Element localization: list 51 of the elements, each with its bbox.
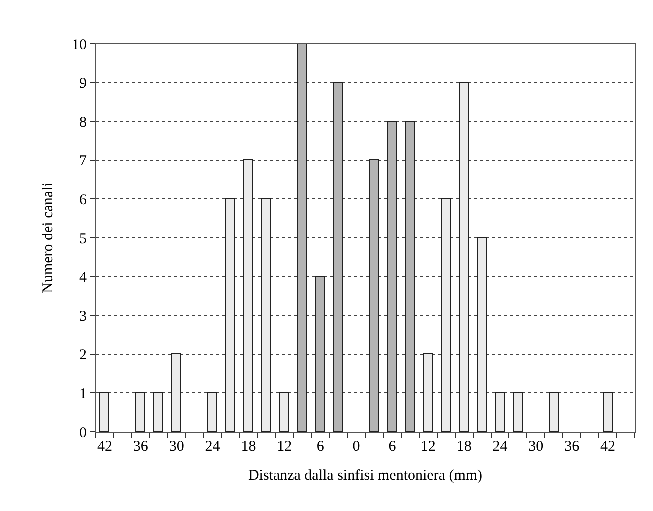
x-tick-label: 36 xyxy=(564,439,580,455)
y-tick-label: 8 xyxy=(80,114,87,131)
x-tick-label: 30 xyxy=(528,439,544,455)
x-tick-label: 24 xyxy=(205,439,221,455)
bar xyxy=(153,392,163,432)
x-tick-label: 6 xyxy=(316,439,325,455)
y-tick-label: 10 xyxy=(72,37,87,54)
x-tick-label: 12 xyxy=(420,439,436,455)
x-tick-label: 18 xyxy=(456,439,472,455)
bar xyxy=(171,353,181,432)
y-tick-label: 1 xyxy=(80,386,87,402)
x-tick-label: 36 xyxy=(133,439,149,455)
y-tick-label: 2 xyxy=(80,348,87,364)
x-tick-label: 0 xyxy=(352,439,360,455)
bar xyxy=(513,392,523,432)
bar xyxy=(549,392,559,432)
x-tick-label: 42 xyxy=(600,439,616,455)
bar xyxy=(387,121,397,432)
x-tick-label: 24 xyxy=(492,439,508,455)
bar xyxy=(405,121,415,432)
bar xyxy=(477,237,487,432)
bar xyxy=(297,44,307,432)
bar xyxy=(261,198,271,432)
bar xyxy=(207,392,217,432)
x-tick-label: 12 xyxy=(277,439,292,455)
x-tick-label: 42 xyxy=(97,439,112,455)
y-tick-label: 6 xyxy=(80,192,88,208)
bar xyxy=(243,159,253,432)
bar xyxy=(225,198,235,432)
y-tick-label: 4 xyxy=(80,270,88,286)
bar xyxy=(279,392,289,432)
bar xyxy=(495,392,505,432)
y-tick-label: 3 xyxy=(80,308,87,325)
bar xyxy=(459,82,469,432)
x-tick-label: 30 xyxy=(169,439,184,455)
x-tick-label: 6 xyxy=(388,439,397,455)
x-tick-label: 18 xyxy=(241,439,256,455)
y-tick-label: 9 xyxy=(80,76,87,92)
y-tick-label: 0 xyxy=(80,425,87,442)
bar xyxy=(369,159,379,432)
x-axis-title: Distanza dalla sinfisi mentoniera (mm) xyxy=(248,468,483,484)
bar xyxy=(333,82,343,432)
bar xyxy=(315,276,325,432)
bar xyxy=(441,198,451,432)
y-tick-label: 7 xyxy=(80,154,88,170)
bar xyxy=(135,392,145,432)
y-tick-label: 5 xyxy=(80,231,87,248)
bar xyxy=(423,353,433,432)
bar xyxy=(603,392,613,432)
y-axis-title: Numero dei canali xyxy=(40,182,56,294)
bar xyxy=(99,392,109,432)
